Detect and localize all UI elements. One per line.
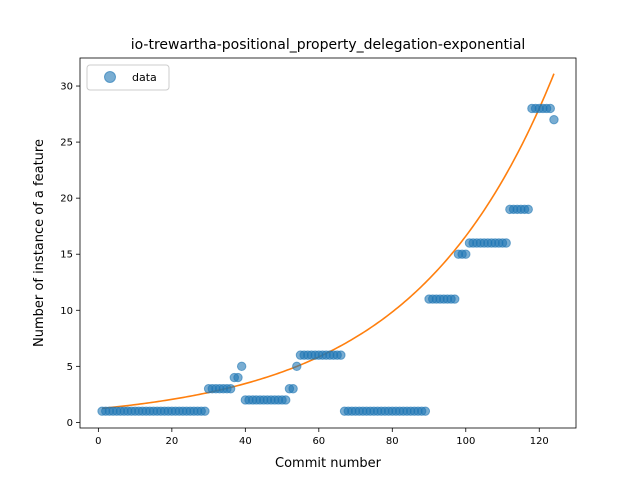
y-axis-title: Number of instance of a feature <box>32 139 47 347</box>
data-point <box>292 361 302 372</box>
y-axis: 0 5 10 15 20 25 30 <box>60 82 80 429</box>
data-point <box>420 406 431 416</box>
legend-label: data <box>132 71 157 84</box>
legend-marker <box>104 71 116 83</box>
data-point <box>461 249 471 259</box>
x-axis: 0 20 40 60 80 100 120 <box>95 428 549 447</box>
y-tick-label: 0 <box>67 418 73 429</box>
x-tick-label: 60 <box>312 436 325 447</box>
legend-box <box>86 64 170 91</box>
y-tick-label: 25 <box>60 138 73 149</box>
x-axis-title: Commit number <box>275 456 382 471</box>
data-point <box>545 103 555 114</box>
data-point <box>236 361 247 372</box>
data-point <box>281 395 291 405</box>
x-tick-label: 40 <box>239 436 252 447</box>
y-tick-label: 20 <box>60 194 73 205</box>
x-tick-label: 100 <box>456 436 475 447</box>
axes-frame <box>79 57 577 429</box>
x-tick-label: 120 <box>530 436 549 447</box>
x-tick-label: 0 <box>95 436 101 447</box>
x-tick-label: 20 <box>165 436 178 447</box>
data-point <box>501 238 511 248</box>
y-tick-label: 15 <box>60 250 73 261</box>
y-tick-label: 30 <box>60 82 73 93</box>
data-point <box>225 384 236 394</box>
data-point <box>523 204 533 215</box>
data-point <box>233 372 243 383</box>
x-tick-label: 80 <box>386 436 399 447</box>
chart-title: io-trewartha-positional_property_delegat… <box>131 37 526 53</box>
data-point <box>549 114 559 125</box>
data-point <box>450 294 460 304</box>
data-point <box>288 384 298 394</box>
y-tick-label: 10 <box>60 306 73 317</box>
legend: data <box>86 64 170 91</box>
points-layer <box>97 103 559 416</box>
data-point <box>200 406 210 416</box>
y-tick-label: 5 <box>67 362 73 373</box>
data-point <box>336 350 346 360</box>
